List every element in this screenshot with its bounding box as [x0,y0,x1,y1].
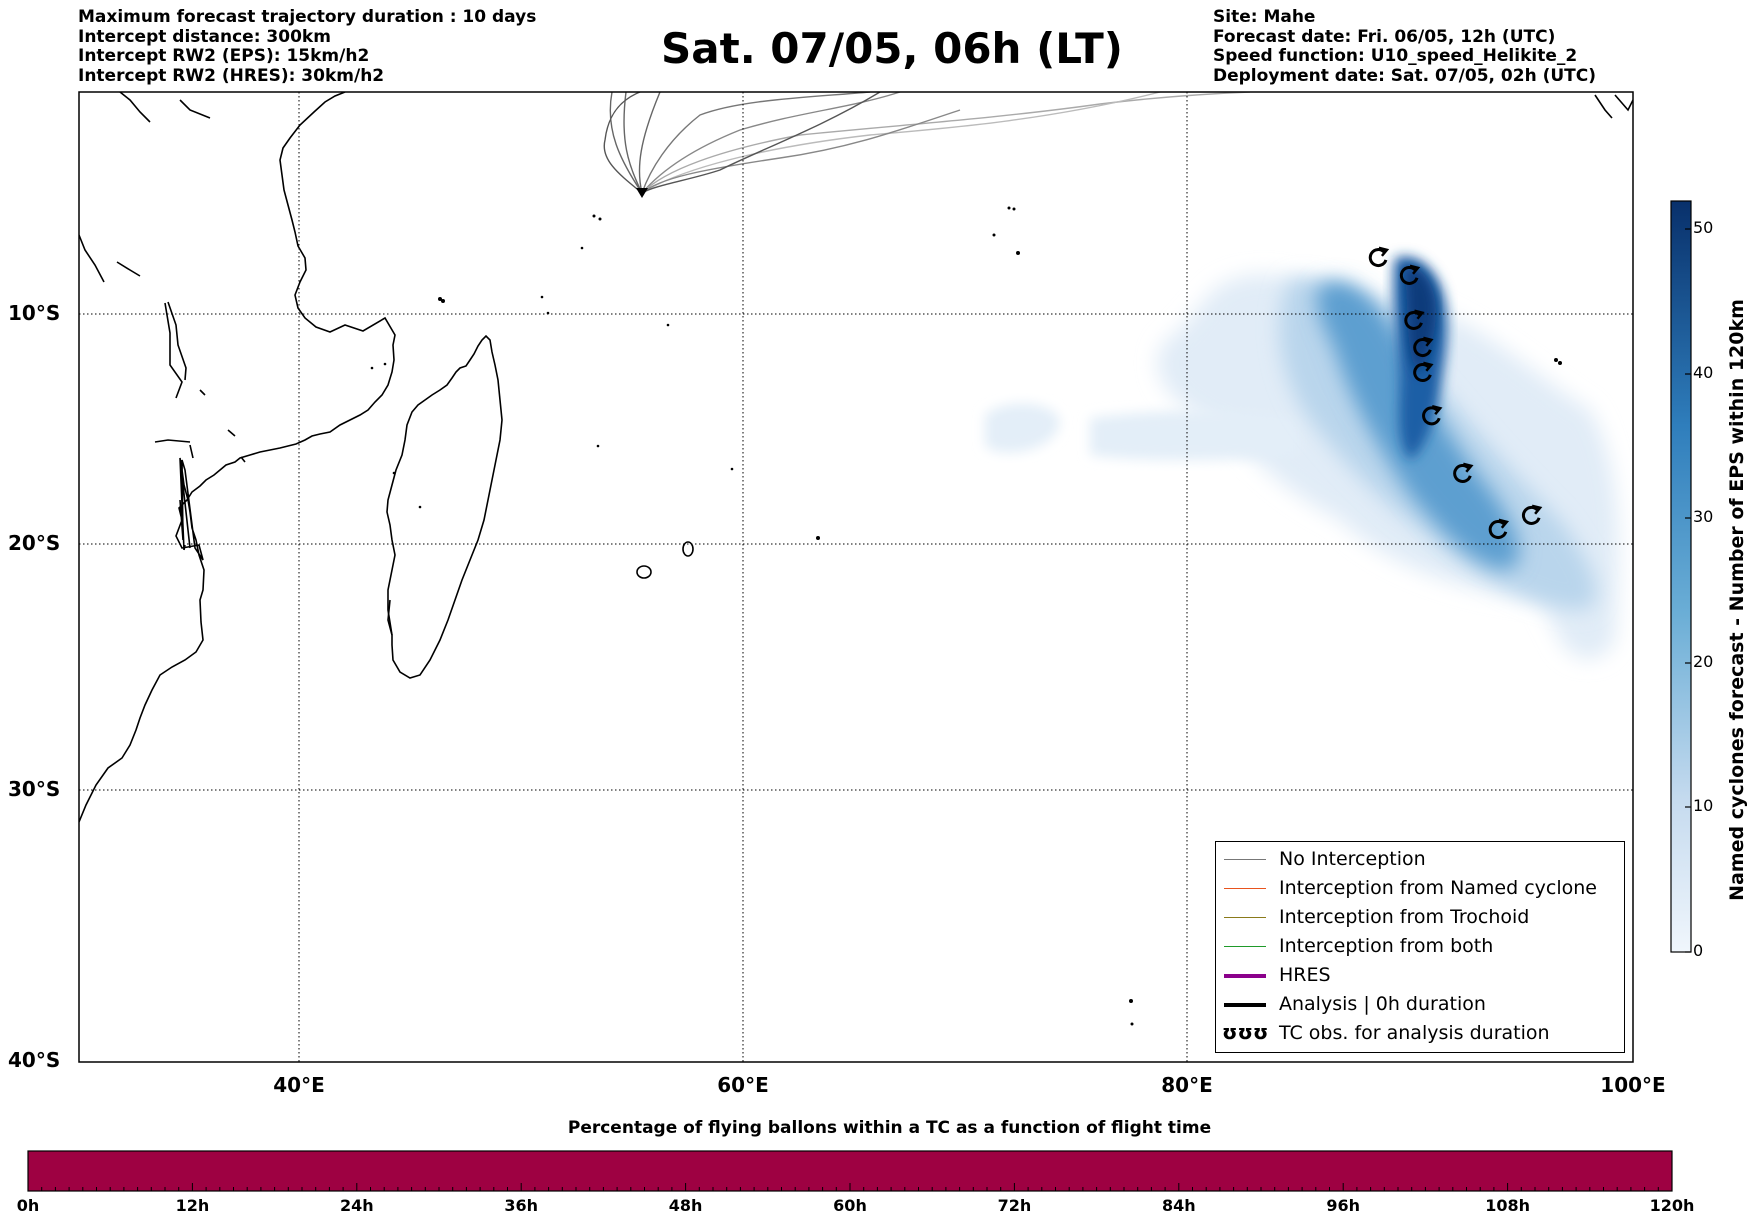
legend-line [1224,888,1266,889]
comoros [199,389,246,463]
header-line: Intercept distance: 300km [78,26,331,47]
legend-label: Interception from both [1279,935,1494,957]
tc-obs-symbol [1413,336,1434,357]
header-right: Site: Mahe Forecast date: Fri. 06/05, 12… [1213,7,1597,86]
header-left: Maximum forecast trajectory duration : 1… [78,7,537,86]
colorbar-ticks [1685,228,1691,953]
legend-label: Interception from Named cyclone [1279,877,1597,899]
percentage-bar-tick-label: 48h [668,1196,703,1215]
legend: No Interception Interception from Named … [1215,841,1625,1053]
tc-obs-symbol [1422,404,1443,426]
percentage-bar-tick-label: 108h [1485,1196,1530,1215]
legend-item-tc-obs: ʊʊʊ TC obs. for analysis duration [1216,1020,1624,1046]
madagascar-coast [386,334,503,679]
lon-label-40e: 40°E [273,1073,325,1097]
tc-obs-symbol [1404,309,1425,330]
legend-line [1224,917,1266,918]
percentage-bar-tick-label: 120h [1649,1196,1695,1215]
eps-density-field [985,256,1619,659]
main-title: Sat. 07/05, 06h (LT) [661,24,1123,73]
percentage-bar-title: Percentage of flying ballons within a TC… [567,1118,1212,1138]
balloon-trajectories [603,92,1251,194]
legend-label: Analysis | 0h duration [1279,993,1486,1015]
legend-line [1224,974,1266,978]
reunion-island [636,565,652,579]
header-line: Maximum forecast trajectory duration : 1… [78,7,537,27]
tc-obs-symbol [1521,504,1543,525]
colorbar-tick-label: 30 [1693,507,1714,526]
sri-lanka-region [1594,94,1633,119]
colorbar-tick-label: 10 [1693,796,1714,815]
legend-item-no-interception: No Interception [1216,846,1624,872]
legend-line [1224,1003,1266,1007]
percentage-bar-tick-label: 12h [175,1196,210,1215]
tc-obs-symbol [1488,518,1510,539]
percentage-bar-tick-label: 96h [1326,1196,1361,1215]
mauritius-island [682,541,694,557]
mozambique-channel-edge [154,302,191,443]
header-line: Intercept RW2 (EPS): 15km/h2 [78,46,370,66]
map-frame [78,91,1634,1063]
legend-label: HRES [1279,964,1331,986]
lat-label-40s: 40°S [8,1048,61,1072]
legend-item-analysis: Analysis | 0h duration [1216,991,1624,1017]
colorbar-tick-label: 50 [1693,218,1714,237]
tc-obs-symbol [1399,264,1421,285]
colorbar-title: Named cyclones forecast - Number of EPS … [1726,299,1748,901]
lon-label-100e: 100°E [1600,1073,1666,1097]
legend-item-hres: HRES [1216,962,1624,988]
legend-line [1224,859,1266,860]
legend-item-both: Interception from both [1216,933,1624,959]
lat-label-10s: 10°S [8,301,61,325]
tc-symbol-icon: ʊʊʊ [1222,1020,1269,1044]
small-islands [370,206,1562,1026]
legend-label: TC obs. for analysis duration [1279,1022,1550,1044]
header-line: Deployment date: Sat. 07/05, 02h (UTC) [1213,65,1597,86]
header-line: Site: Mahe [1213,7,1316,27]
legend-item-trochoid: Interception from Trochoid [1216,904,1624,930]
percentage-bar-tick-label: 72h [997,1196,1032,1215]
tc-obs-symbol [1453,462,1474,483]
percentage-bar-ticks [27,1183,1673,1191]
coastlines [79,92,1633,823]
colorbar-ramp [1670,200,1692,953]
africa-coast [79,92,396,823]
percentage-bar-tick-label: 84h [1161,1196,1196,1215]
legend-line [1224,946,1266,947]
colorbar-tick-label: 0 [1693,941,1704,960]
tc-obs-symbol [1368,246,1390,267]
percentage-bar-tick-label: 24h [339,1196,374,1215]
madagascar-west-arm [167,301,187,381]
legend-label: No Interception [1279,848,1426,870]
percentage-bar-tick-label: 60h [833,1196,867,1215]
percentage-bar-tick-label: 0h [16,1196,40,1215]
colorbar-tick-label: 40 [1693,363,1714,382]
madagascar-west [387,599,393,636]
launch-site-marker [636,188,648,198]
lon-label-60e: 60°E [717,1073,769,1097]
lat-label-20s: 20°S [8,531,61,555]
graticule [79,92,1633,1062]
colorbar-tick-label: 20 [1693,652,1714,671]
percentage-bar-tick-label: 36h [504,1196,539,1215]
legend-item-named-cyclone: Interception from Named cyclone [1216,875,1624,901]
tc-observations [1368,246,1543,539]
header-line: Speed function: U10_speed_Helikite_2 [1213,46,1578,66]
header-line: Forecast date: Fri. 06/05, 12h (UTC) [1213,26,1556,47]
legend-label: Interception from Trochoid [1279,906,1530,928]
lon-label-80e: 80°E [1161,1073,1213,1097]
lat-label-30s: 30°S [8,777,61,801]
somali-islands [79,234,194,459]
north-coast [119,92,211,123]
tc-obs-symbol [1413,361,1434,382]
header-line: Intercept RW2 (HRES): 30km/h2 [78,65,385,86]
